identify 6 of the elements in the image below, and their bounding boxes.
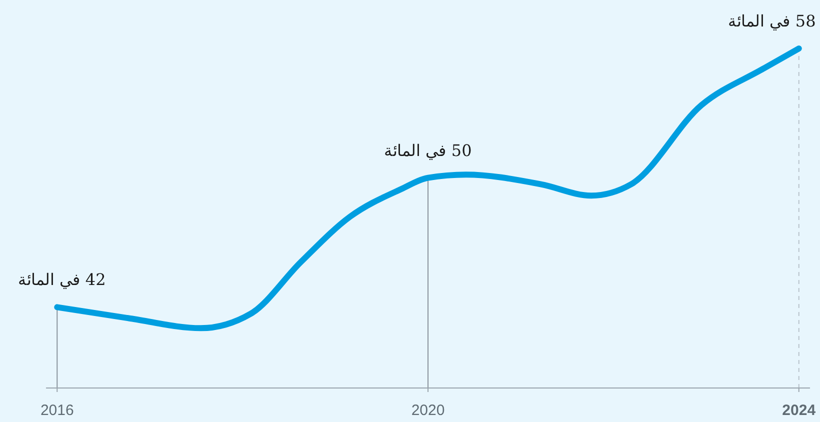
data-label: 58 في المائة — [728, 12, 816, 30]
x-tick-label: 2016 — [40, 402, 74, 419]
x-tick-label: 2020 — [411, 402, 445, 419]
x-tick-label: 2024 — [782, 402, 816, 419]
data-label: 50 في المائة — [384, 140, 472, 160]
data-label: 42 في المائة — [18, 270, 106, 290]
